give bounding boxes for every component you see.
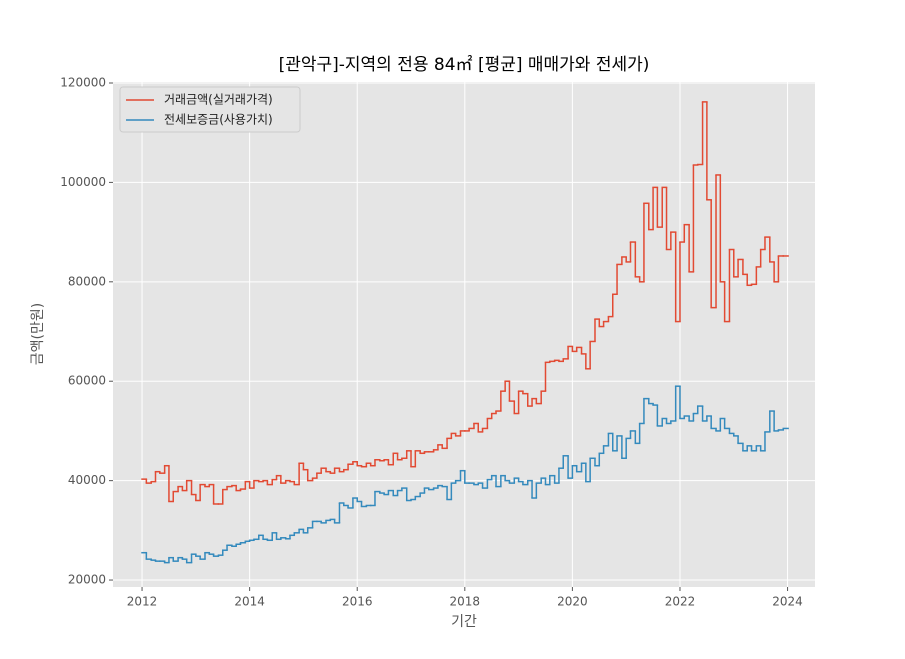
x-tick-label: 2022 xyxy=(665,595,696,609)
x-tick-label: 2012 xyxy=(127,595,158,609)
plot-area xyxy=(113,82,815,587)
legend-label: 거래금액(실거래가격) xyxy=(164,93,273,107)
ticks: 20000 40000 60000 80000 100000 120000 2012 2014… xyxy=(60,75,803,608)
legend-box xyxy=(119,86,301,133)
x-tick-label: 2020 xyxy=(557,595,588,609)
x-tick-label: 2018 xyxy=(450,595,481,609)
grid xyxy=(113,82,815,587)
series-line xyxy=(141,385,789,564)
x-axis-label: 기간 xyxy=(451,614,477,630)
series-line xyxy=(141,101,789,505)
legend: 거래금액(실거래가격) 전세보증금(사용가치) xyxy=(119,86,301,133)
y-tick-label: 60000 xyxy=(68,374,106,388)
legend-label: 전세보증금(사용가치) xyxy=(164,113,273,127)
x-tick-label: 2016 xyxy=(342,595,373,609)
lines xyxy=(141,101,789,564)
y-tick-label: 100000 xyxy=(60,175,106,189)
y-axis-label: 금액(만원) xyxy=(30,303,46,365)
x-tick-label: 2024 xyxy=(772,595,803,609)
chart-title: [관악구]-지역의 전용 84㎡ [평균] 매매가와 전세가) xyxy=(279,55,650,75)
y-tick-label: 20000 xyxy=(68,573,106,587)
y-tick-label: 80000 xyxy=(68,274,106,288)
y-tick-label: 40000 xyxy=(68,473,106,487)
y-tick-label: 120000 xyxy=(60,75,106,89)
x-tick-label: 2014 xyxy=(234,595,265,609)
